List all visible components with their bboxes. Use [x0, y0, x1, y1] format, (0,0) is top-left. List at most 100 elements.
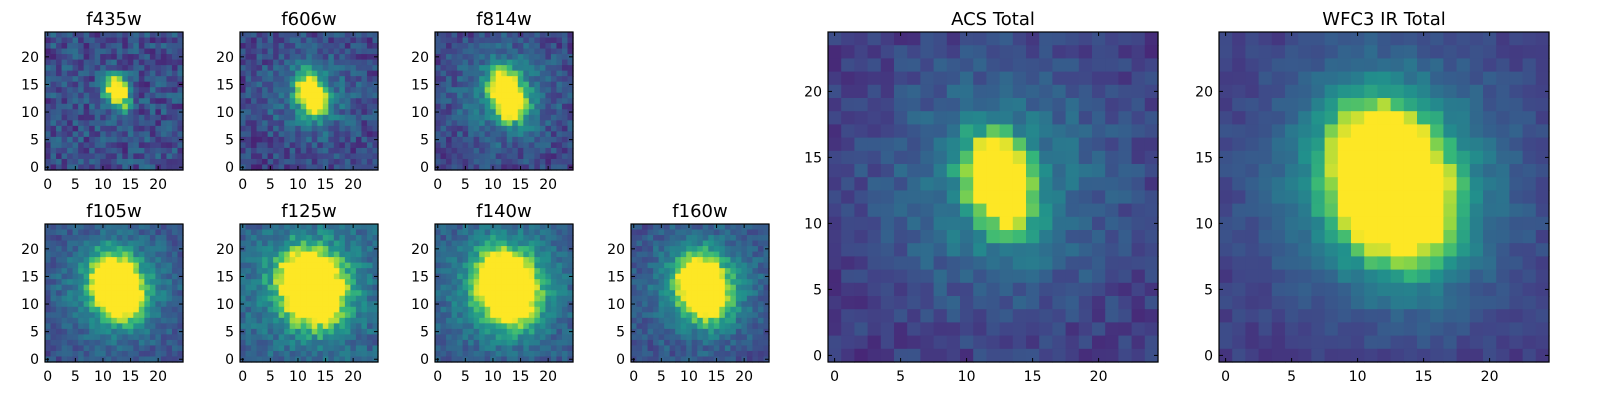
- heatmap-cell: [122, 229, 129, 236]
- heatmap-cell: [50, 43, 57, 50]
- heatmap-cell: [295, 92, 302, 99]
- heatmap-cell: [306, 147, 313, 155]
- heatmap-cell: [468, 317, 475, 324]
- heatmap-cell: [512, 251, 519, 258]
- heatmap-cell: [339, 328, 346, 335]
- heatmap-cell: [295, 54, 302, 61]
- heatmap-cell: [306, 87, 313, 94]
- heatmap-cell: [545, 120, 552, 127]
- heatmap-cell: [501, 131, 508, 138]
- heatmap-cell: [311, 142, 318, 149]
- heatmap-cell: [479, 317, 486, 324]
- heatmap-cell: [116, 356, 123, 363]
- heatmap-cell: [155, 279, 162, 286]
- heatmap-cell: [561, 120, 569, 127]
- heatmap-cell: [539, 98, 546, 105]
- heatmap-cell: [100, 323, 107, 330]
- heatmap-cell: [267, 37, 274, 44]
- heatmap-cell: [561, 284, 569, 291]
- heatmap-cell: [473, 306, 480, 313]
- heatmap-cell: [149, 153, 156, 160]
- heatmap-cell: [322, 268, 329, 275]
- heatmap-cell: [322, 350, 329, 358]
- heatmap-cell: [473, 125, 480, 132]
- heatmap-cell: [539, 240, 546, 247]
- heatmap-cell: [702, 345, 709, 352]
- heatmap-cell: [284, 158, 291, 166]
- heatmap-cell: [867, 71, 882, 86]
- heatmap-cell: [273, 273, 280, 280]
- heatmap-cell: [517, 54, 524, 61]
- heatmap-cell: [636, 268, 643, 275]
- heatmap-cell: [528, 301, 535, 308]
- heatmap-cell: [473, 103, 480, 110]
- heatmap-cell: [435, 142, 442, 149]
- heatmap-cell: [473, 147, 480, 155]
- heatmap-cell: [116, 109, 123, 116]
- heatmap-cell: [245, 131, 252, 138]
- heatmap-cell: [350, 153, 357, 160]
- heatmap-cell: [322, 109, 329, 116]
- heatmap-cell: [528, 87, 535, 94]
- heatmap-cell: [50, 65, 57, 72]
- heatmap-cell: [691, 328, 698, 335]
- heatmap-cell: [284, 59, 291, 66]
- heatmap-cell: [67, 109, 74, 116]
- heatmap-cell: [361, 43, 368, 50]
- heatmap-cell: [512, 224, 519, 231]
- heatmap-cell: [746, 339, 754, 347]
- x-tick-label: 10: [680, 369, 698, 385]
- heatmap-cell: [333, 229, 340, 236]
- heatmap-cell: [166, 142, 173, 149]
- heatmap-cell: [251, 273, 258, 280]
- heatmap-cell: [83, 262, 90, 269]
- heatmap-cell: [350, 268, 357, 275]
- heatmap-cell: [284, 153, 291, 160]
- heatmap-cell: [295, 345, 302, 352]
- heatmap-cell: [1039, 98, 1053, 112]
- heatmap-cell: [708, 284, 715, 291]
- heatmap-cell: [251, 142, 258, 149]
- heatmap-cell: [545, 136, 552, 143]
- heatmap-cell: [322, 65, 329, 72]
- heatmap-cell: [986, 111, 1001, 125]
- heatmap-cell: [512, 153, 519, 160]
- heatmap-cell: [278, 290, 285, 297]
- heatmap-cell: [468, 142, 475, 149]
- heatmap-cell: [306, 312, 313, 319]
- heatmap-cell: [561, 290, 569, 297]
- heatmap-cell: [669, 295, 676, 302]
- heatmap-cell: [468, 48, 475, 55]
- heatmap-cell: [361, 240, 368, 247]
- heatmap-cell: [94, 224, 101, 231]
- heatmap-cell: [105, 92, 112, 99]
- heatmap-cell: [636, 295, 643, 302]
- heatmap-cell: [713, 273, 720, 280]
- heatmap-cell: [295, 251, 302, 258]
- heatmap-cell: [56, 120, 63, 127]
- heatmap-cell: [468, 65, 475, 72]
- heatmap-cell: [933, 164, 948, 178]
- heatmap-cell: [72, 257, 79, 264]
- heatmap-cell: [78, 279, 85, 286]
- heatmap-cell: [550, 246, 558, 253]
- heatmap-cell: [83, 317, 90, 324]
- heatmap-cell: [322, 81, 329, 88]
- heatmap-cell: [89, 37, 96, 44]
- heatmap-cell: [680, 339, 687, 347]
- heatmap-cell: [484, 350, 491, 358]
- heatmap-cell: [251, 158, 258, 166]
- heatmap-cell: [171, 131, 179, 138]
- heatmap-cell: [960, 98, 974, 112]
- heatmap-cell: [267, 65, 274, 72]
- heatmap-cell: [468, 257, 475, 264]
- heatmap-cell: [300, 131, 307, 138]
- heatmap-cell: [317, 76, 324, 83]
- heatmap-cell: [295, 131, 302, 138]
- heatmap-cell: [89, 114, 96, 121]
- heatmap-cell: [730, 284, 737, 291]
- heatmap-cell: [372, 153, 379, 160]
- heatmap-cell: [479, 328, 486, 335]
- heatmap-cell: [462, 306, 469, 313]
